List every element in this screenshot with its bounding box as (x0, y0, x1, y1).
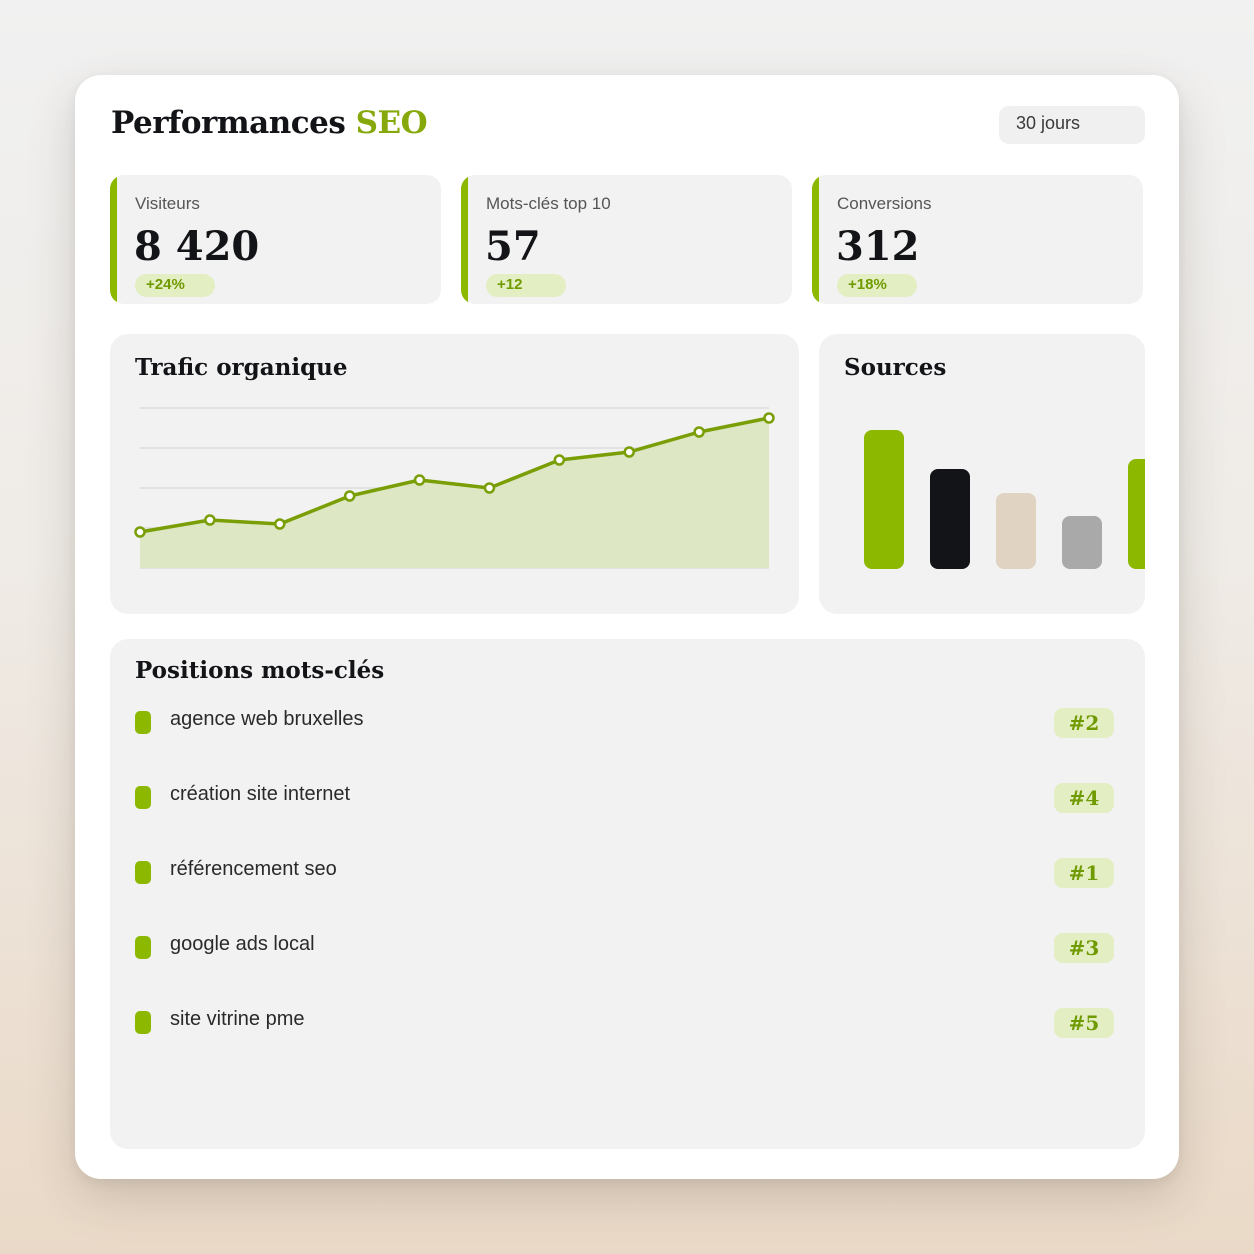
traffic-point (693, 426, 705, 438)
page-title-accent: SEO (355, 105, 428, 141)
sources-panel: Sources (819, 334, 1145, 614)
kpi-value: 312 (836, 223, 920, 270)
keyword-label: référencement seo (170, 858, 337, 880)
keyword-label: google ads local (170, 933, 315, 955)
rank-badge: #1 (1054, 858, 1114, 888)
kpi-value: 8 420 (134, 223, 260, 270)
traffic-point (134, 526, 146, 538)
traffic-point (413, 474, 426, 486)
traffic-point (274, 518, 286, 530)
keyword-bullet-icon (135, 936, 151, 959)
kpi-delta-badge: +12 (486, 274, 566, 297)
kpi-accent-bar (812, 175, 819, 304)
kpi-delta-badge: +18% (837, 274, 917, 297)
list-item[interactable]: création site internet #4 (110, 779, 1144, 819)
keyword-bullet-icon (135, 1011, 151, 1034)
list-item[interactable]: site vitrine pme #5 (110, 1004, 1144, 1044)
sources-bar (996, 492, 1036, 569)
traffic-panel: Trafic organique (110, 334, 799, 614)
traffic-line (139, 416, 770, 534)
keywords-title: Positions mots-clés (135, 657, 385, 684)
list-item[interactable]: référencement seo #1 (110, 854, 1144, 894)
kpi-accent-bar (110, 175, 117, 304)
page-title-main: Performances (111, 105, 346, 141)
sources-title: Sources (844, 354, 947, 381)
traffic-chart (134, 407, 775, 569)
keyword-bullet-icon (135, 861, 151, 884)
list-item[interactable]: google ads local #3 (110, 929, 1144, 969)
traffic-point (483, 482, 496, 494)
rank-badge: #4 (1054, 783, 1114, 813)
kpi-card-keywords: Mots-clés top 10 57 +12 (461, 175, 792, 304)
traffic-point (204, 514, 216, 526)
kpi-delta-badge: +24% (135, 274, 215, 297)
traffic-point (763, 412, 775, 424)
list-item[interactable]: agence web bruxelles #2 (110, 704, 1144, 744)
sources-bar (930, 468, 970, 569)
keywords-panel: Positions mots-clés agence web bruxelles… (110, 639, 1145, 1149)
keyword-label: création site internet (170, 783, 351, 805)
kpi-accent-bar (461, 175, 468, 304)
rank-badge: #5 (1054, 1008, 1114, 1038)
traffic-title: Trafic organique (135, 354, 348, 381)
kpi-value: 57 (485, 223, 541, 270)
period-select[interactable]: 30 jours (999, 106, 1145, 144)
page-title: Performances SEO (111, 105, 428, 141)
rank-badge: #2 (1054, 708, 1114, 738)
sources-bar (1062, 516, 1102, 569)
traffic-point (343, 490, 356, 502)
sources-bar (864, 430, 904, 569)
traffic-point (623, 446, 635, 458)
kpi-label: Conversions (837, 194, 932, 213)
kpi-card-visitors: Visiteurs 8 420 +24% (110, 175, 441, 304)
kpi-label: Visiteurs (135, 194, 200, 213)
dashboard-card: Performances SEO 30 jours Visiteurs 8 42… (75, 75, 1179, 1179)
kpi-card-conversions: Conversions 312 +18% (812, 175, 1143, 304)
keyword-label: agence web bruxelles (170, 708, 364, 730)
keyword-bullet-icon (135, 711, 151, 734)
rank-badge: #3 (1054, 933, 1114, 963)
sources-bar (1128, 459, 1145, 569)
keyword-label: site vitrine pme (170, 1008, 305, 1030)
traffic-point (553, 454, 566, 466)
kpi-label: Mots-clés top 10 (486, 194, 611, 213)
keyword-bullet-icon (135, 786, 151, 809)
